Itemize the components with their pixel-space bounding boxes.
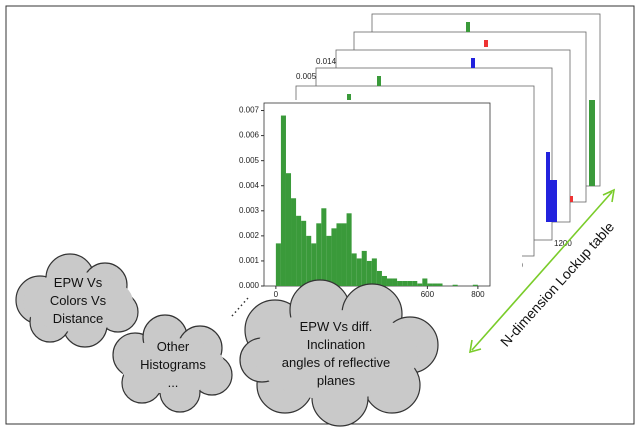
- bar: [412, 280, 418, 286]
- side-arrow: [469, 188, 616, 354]
- bar: [306, 235, 312, 286]
- bar: [361, 250, 367, 286]
- y-tick-label: 0.002: [239, 231, 260, 240]
- bar: [472, 284, 478, 286]
- bar: [452, 284, 458, 286]
- decor-bar: [546, 152, 550, 222]
- decor-bar: [589, 100, 595, 186]
- bar: [356, 258, 362, 286]
- bar: [285, 173, 292, 286]
- bar: [321, 208, 327, 286]
- panel-label: 1200: [554, 239, 572, 248]
- histogram: 0.000 0.001 0.002 0.003 0.004 0.005 0.006 0.007…: [239, 106, 485, 299]
- y-tick-label: 0.000: [239, 281, 260, 290]
- bar: [311, 243, 317, 286]
- bar: [432, 283, 438, 286]
- y-tick-label: 0.004: [239, 181, 260, 190]
- bar: [291, 198, 297, 286]
- bar: [316, 223, 322, 286]
- bar: [397, 280, 403, 286]
- x-tick-label: 600: [421, 290, 435, 299]
- decor-bar: [471, 58, 475, 68]
- bar: [346, 213, 352, 286]
- panel-label: 0.014: [316, 57, 337, 66]
- bar: [381, 275, 387, 286]
- bar: [296, 215, 302, 286]
- bar: [371, 258, 377, 286]
- panel-label: 0.005: [296, 72, 317, 81]
- decor-bar: [466, 22, 470, 32]
- y-tick-label: 0.005: [239, 156, 260, 165]
- bar: [407, 280, 413, 286]
- bar: [392, 278, 398, 286]
- cloud-label: EPW Vs diff. Inclination angles of reflect…: [282, 319, 390, 388]
- y-tick-label: 0.007: [239, 106, 260, 115]
- x-tick-label: 800: [471, 290, 485, 299]
- bar: [386, 278, 393, 286]
- cloud: Other Histograms...: [112, 314, 233, 413]
- bar: [336, 223, 342, 286]
- bar: [376, 270, 382, 286]
- decor-bar: [377, 76, 381, 86]
- bar: [422, 278, 428, 286]
- bar: [417, 283, 423, 286]
- cloud: EPW Vs diff. Inclination angles of reflect…: [239, 279, 439, 427]
- decor-bar: [484, 40, 488, 47]
- y-tick-label: 0.006: [239, 131, 260, 140]
- decor-bar: [347, 94, 351, 104]
- bar: [280, 115, 286, 287]
- y-tick-label: 0.001: [239, 256, 260, 265]
- bar: [331, 228, 337, 286]
- decor-bar: [570, 196, 573, 202]
- bar: [366, 260, 372, 286]
- bar: [351, 253, 357, 286]
- cloud: EPW Vs Colors Vs Distance: [15, 253, 139, 348]
- cloud-label: EPW Vs Colors Vs Distance: [50, 275, 107, 326]
- decor-bar: [550, 180, 557, 222]
- bar: [326, 235, 332, 286]
- panel-bars: [347, 22, 595, 222]
- bar: [437, 283, 443, 286]
- x-tick-label: 0: [274, 290, 279, 299]
- bar: [275, 243, 281, 286]
- bar: [341, 223, 347, 286]
- cloud-label: Other Histograms...: [140, 339, 206, 390]
- bar: [427, 283, 433, 286]
- y-tick-label: 0.003: [239, 206, 260, 215]
- bar: [402, 280, 408, 286]
- bar: [301, 220, 307, 286]
